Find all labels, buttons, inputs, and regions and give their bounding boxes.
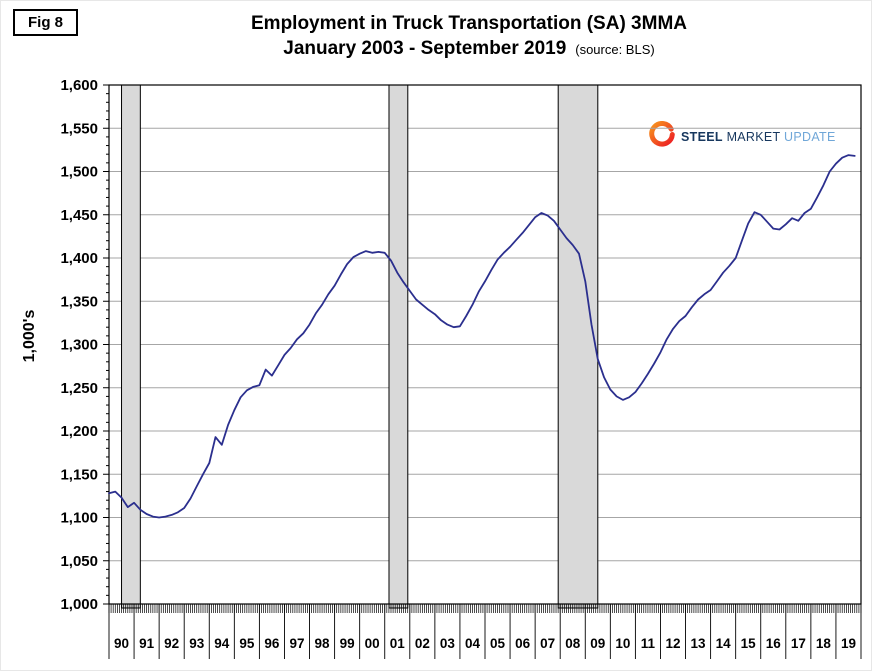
y-axis-label: 1,500 bbox=[60, 164, 98, 181]
x-axis-label: 09 bbox=[590, 636, 605, 651]
smu-logo-market: MARKET bbox=[726, 129, 781, 144]
x-axis-label: 01 bbox=[390, 636, 406, 651]
x-axis-label: 10 bbox=[615, 636, 630, 651]
x-axis-label: 94 bbox=[214, 636, 230, 651]
recession-band bbox=[388, 84, 409, 609]
x-axis-label: 03 bbox=[440, 636, 456, 651]
y-axis-label: 1,400 bbox=[60, 250, 98, 267]
x-axis-label: 02 bbox=[415, 636, 430, 651]
x-axis-label: 91 bbox=[139, 636, 155, 651]
x-axis-label: 18 bbox=[816, 636, 832, 651]
y-axis-label: 1,300 bbox=[60, 337, 98, 354]
x-axis-label: 14 bbox=[716, 636, 732, 651]
chart-title: Employment in Truck Transportation (SA) … bbox=[251, 13, 687, 34]
recession-band bbox=[121, 84, 141, 609]
x-axis-label: 97 bbox=[289, 636, 304, 651]
chart-subtitle-dates: January 2003 - September 2019 bbox=[283, 38, 567, 59]
y-axis-label: 1,550 bbox=[60, 120, 98, 137]
figure-label: Fig 8 bbox=[13, 9, 79, 36]
source-note: (source: BLS) bbox=[575, 42, 655, 57]
x-axis-label: 99 bbox=[340, 636, 355, 651]
x-axis-label: 04 bbox=[465, 636, 481, 651]
x-axis-label: 95 bbox=[239, 636, 255, 651]
x-axis-label: 08 bbox=[565, 636, 581, 651]
x-axis-label: 12 bbox=[665, 636, 680, 651]
x-axis-label: 05 bbox=[490, 636, 506, 651]
x-axis-label: 17 bbox=[791, 636, 806, 651]
x-axis-label: 19 bbox=[841, 636, 856, 651]
y-axis-label: 1,600 bbox=[60, 77, 98, 94]
y-axis-label: 1,000 bbox=[60, 596, 98, 613]
y-axis-label: 1,050 bbox=[60, 553, 98, 570]
smu-logo-icon bbox=[649, 121, 675, 152]
x-axis-label: 16 bbox=[766, 636, 782, 651]
y-axis-label: 1,450 bbox=[60, 207, 98, 224]
recession-band bbox=[557, 84, 599, 609]
employment-line bbox=[108, 154, 856, 519]
x-axis-label: 11 bbox=[641, 636, 656, 651]
y-axis-label: 1,200 bbox=[60, 423, 98, 440]
steel-market-update-logo: STEEL MARKET UPDATE bbox=[649, 121, 836, 152]
x-axis-label: 90 bbox=[114, 636, 129, 651]
y-axis-label: 1,250 bbox=[60, 380, 98, 397]
x-axis-label: 13 bbox=[691, 636, 707, 651]
y-axis-label: 1,150 bbox=[60, 466, 98, 483]
x-axis-label: 98 bbox=[315, 636, 331, 651]
smu-logo-steel: STEEL bbox=[681, 129, 723, 144]
title-block: Employment in Truck Transportation (SA) … bbox=[69, 11, 869, 62]
x-axis-label: 92 bbox=[164, 636, 179, 651]
x-axis-label: 07 bbox=[540, 636, 555, 651]
smu-logo-text: STEEL MARKET UPDATE bbox=[681, 130, 836, 144]
x-axis-label: 96 bbox=[264, 636, 280, 651]
y-axis-label: 1,100 bbox=[60, 510, 98, 527]
x-axis-label: 06 bbox=[515, 636, 531, 651]
x-axis-label: 93 bbox=[189, 636, 205, 651]
chart-subtitle: January 2003 - September 2019 (source: B… bbox=[69, 37, 869, 62]
y-axis-label: 1,350 bbox=[60, 293, 98, 310]
x-axis-label: 00 bbox=[365, 636, 380, 651]
smu-logo-update: UPDATE bbox=[784, 129, 836, 144]
x-axis-label: 15 bbox=[741, 636, 757, 651]
